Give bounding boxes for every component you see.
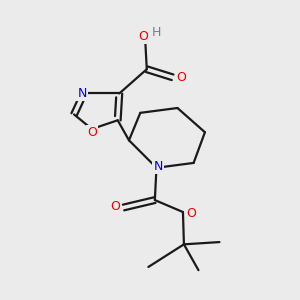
Text: O: O <box>87 126 97 139</box>
Text: N: N <box>77 87 87 100</box>
Text: O: O <box>139 30 148 44</box>
Text: H: H <box>152 26 161 39</box>
Text: O: O <box>176 71 186 84</box>
Text: O: O <box>110 200 120 213</box>
Text: N: N <box>153 160 163 173</box>
Text: O: O <box>186 207 196 220</box>
